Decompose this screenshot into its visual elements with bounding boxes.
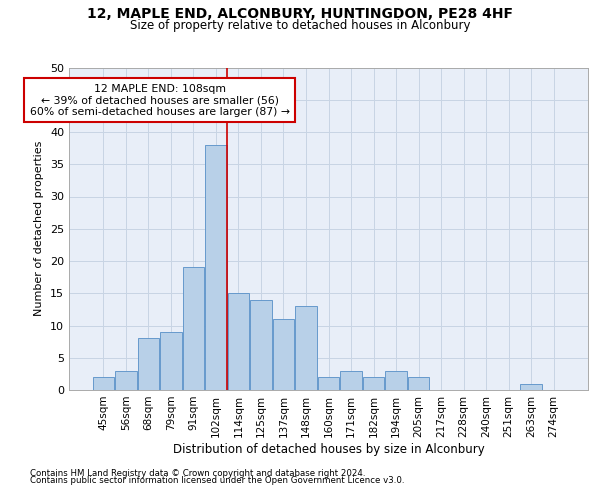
Bar bbox=[318, 377, 339, 390]
Bar bbox=[408, 377, 429, 390]
Bar bbox=[250, 300, 272, 390]
Text: 12, MAPLE END, ALCONBURY, HUNTINGDON, PE28 4HF: 12, MAPLE END, ALCONBURY, HUNTINGDON, PE… bbox=[87, 8, 513, 22]
Text: Size of property relative to detached houses in Alconbury: Size of property relative to detached ho… bbox=[130, 18, 470, 32]
Bar bbox=[228, 293, 249, 390]
Text: Distribution of detached houses by size in Alconbury: Distribution of detached houses by size … bbox=[173, 442, 485, 456]
Bar bbox=[295, 306, 317, 390]
Bar bbox=[92, 377, 114, 390]
Bar bbox=[160, 332, 182, 390]
Bar bbox=[363, 377, 384, 390]
Bar bbox=[385, 370, 407, 390]
Text: 12 MAPLE END: 108sqm
← 39% of detached houses are smaller (56)
60% of semi-detac: 12 MAPLE END: 108sqm ← 39% of detached h… bbox=[29, 84, 290, 117]
Bar bbox=[520, 384, 542, 390]
Bar bbox=[340, 370, 362, 390]
Bar bbox=[137, 338, 159, 390]
Bar bbox=[182, 268, 204, 390]
Bar bbox=[115, 370, 137, 390]
Bar bbox=[273, 319, 294, 390]
Y-axis label: Number of detached properties: Number of detached properties bbox=[34, 141, 44, 316]
Text: Contains public sector information licensed under the Open Government Licence v3: Contains public sector information licen… bbox=[30, 476, 404, 485]
Bar bbox=[205, 145, 227, 390]
Text: Contains HM Land Registry data © Crown copyright and database right 2024.: Contains HM Land Registry data © Crown c… bbox=[30, 468, 365, 477]
